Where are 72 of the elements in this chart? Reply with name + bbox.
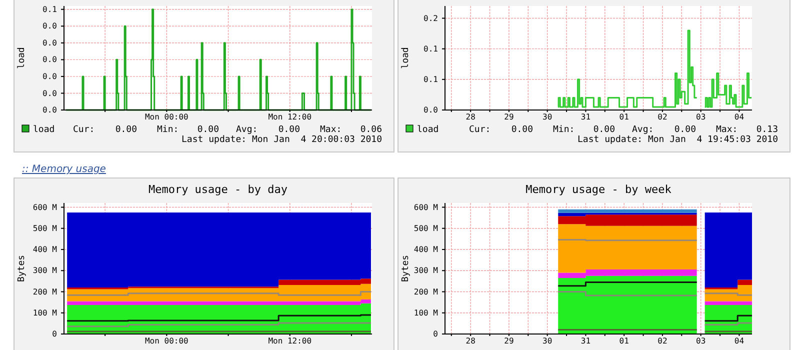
x-tick-label: 04 <box>734 336 744 346</box>
y-tick-label: 100 M <box>414 308 438 318</box>
y-axis-title: load <box>17 47 27 69</box>
x-tick-label: 30 <box>542 336 552 346</box>
y-tick-label: 0.0 <box>424 106 438 115</box>
y-tick-label: 0.0 <box>42 55 58 64</box>
text: Avg: <box>632 125 654 135</box>
y-tick-label: 0.0 <box>42 72 58 82</box>
text: Min: <box>157 125 179 135</box>
text: 0.13 <box>756 125 778 135</box>
text: 0.00 <box>197 125 219 135</box>
text: :: Memory usage <box>22 164 106 175</box>
x-tick-label: 31 <box>580 336 591 346</box>
y-tick-label: 0.0 <box>42 106 58 115</box>
x-tick-label: 02 <box>658 336 668 346</box>
x-tick-label: 01 <box>619 336 630 346</box>
legend-label: load <box>33 125 55 135</box>
y-axis-title: Bytes <box>401 254 411 282</box>
x-tick-label: 03 <box>696 336 706 346</box>
text: 0.00 <box>115 125 137 135</box>
x-tick-label: 29 <box>504 112 514 122</box>
text: Min: <box>553 125 575 135</box>
x-tick-label: 02 <box>658 112 668 122</box>
text: Last update: Mon Jan 4 20:00:03 2010 <box>182 135 382 145</box>
x-tick-label: Mon 12:00 <box>268 112 312 122</box>
y-tick-label: 200 M <box>414 287 438 296</box>
x-tick-label: Mon 00:00 <box>144 336 189 346</box>
chart-title: Memory usage - by week <box>526 183 672 196</box>
y-tick-label: 100 M <box>32 308 58 318</box>
text: 0.00 <box>593 125 615 135</box>
y-tick-label: 600 M <box>32 202 58 212</box>
text: Max: <box>320 125 342 135</box>
y-tick-label: 200 M <box>32 287 58 296</box>
text: 0.00 <box>674 125 696 135</box>
y-tick-label: 500 M <box>32 224 58 233</box>
y-tick-label: 500 M <box>414 224 438 233</box>
x-tick-label: 28 <box>466 336 476 346</box>
y-tick-label: 600 M <box>414 202 438 212</box>
x-tick-label: 01 <box>619 112 630 122</box>
y-tick-label: 0.1 <box>42 4 58 14</box>
y-tick-label: 300 M <box>32 266 58 276</box>
y-tick-label: 0 <box>52 330 58 339</box>
y-tick-label: 0.2 <box>424 14 438 23</box>
x-tick-label: 29 <box>504 336 514 346</box>
text: Last update: Mon Jan 4 19:45:03 2010 <box>578 135 778 145</box>
y-tick-label: 0 <box>433 330 438 339</box>
x-tick-label: Mon 00:00 <box>144 112 189 122</box>
y-tick-label: 0.0 <box>42 22 58 31</box>
text: Cur: <box>73 125 95 135</box>
x-tick-label: 31 <box>580 112 591 122</box>
text: Cur: <box>469 125 491 135</box>
text: 0.00 <box>278 125 300 135</box>
y-tick-label: 300 M <box>414 266 438 276</box>
legend-label: load <box>417 125 439 135</box>
text: Avg: <box>236 125 258 135</box>
y-tick-label: 0.0 <box>42 38 58 48</box>
x-tick-label: 28 <box>466 112 476 122</box>
x-tick-label: 30 <box>542 112 552 122</box>
y-axis-title: Bytes <box>17 254 27 282</box>
x-tick-label: 03 <box>696 112 706 122</box>
y-axis-title: load <box>401 47 411 69</box>
y-tick-label: 0.1 <box>424 44 438 54</box>
y-tick-label: 400 M <box>414 245 438 254</box>
x-tick-label: 04 <box>734 112 744 122</box>
y-tick-label: 400 M <box>32 245 58 254</box>
text: 0.00 <box>511 125 533 135</box>
y-tick-label: 0.0 <box>42 88 58 98</box>
x-tick-label: Mon 12:00 <box>268 336 312 346</box>
y-tick-label: 0.1 <box>424 74 438 84</box>
text: Max: <box>716 125 738 135</box>
chart-title: Memory usage - by day <box>148 183 288 196</box>
text: 0.06 <box>360 125 382 135</box>
